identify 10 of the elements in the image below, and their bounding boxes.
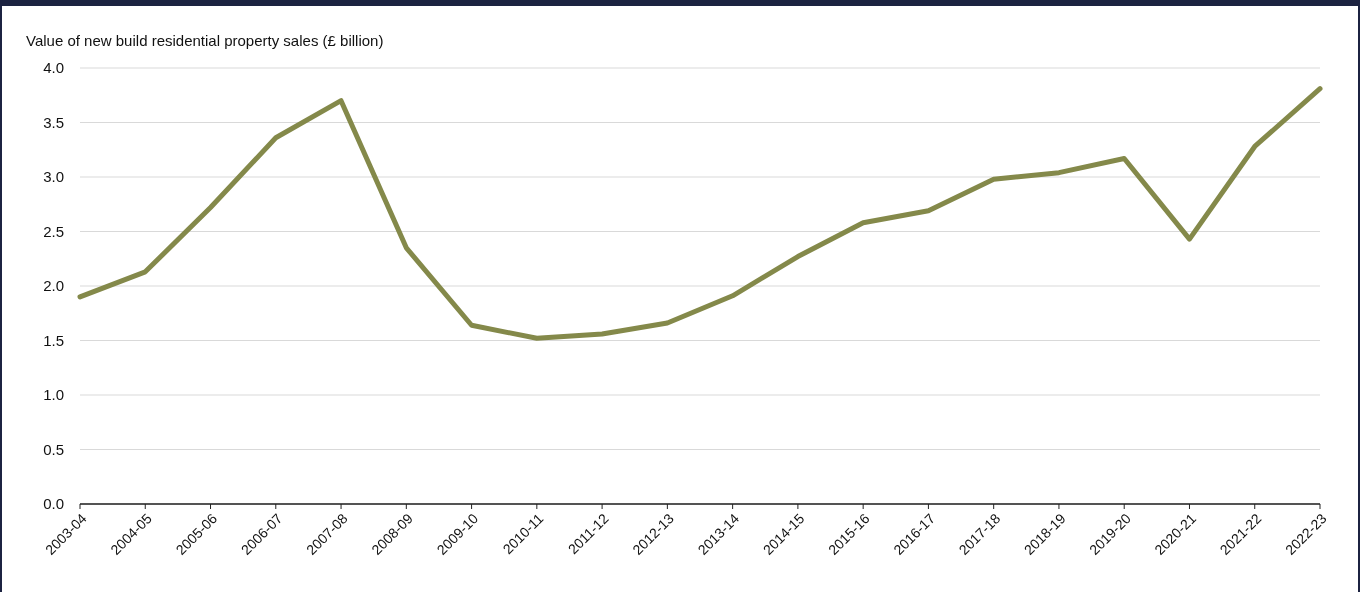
y-tick-label: 0.0 bbox=[43, 495, 64, 513]
y-tick-label: 0.5 bbox=[43, 440, 64, 458]
y-tick-label: 2.0 bbox=[43, 277, 64, 295]
y-tick-label: 4.0 bbox=[43, 59, 64, 77]
y-tick-label: 1.5 bbox=[43, 331, 64, 349]
y-tick-label: 3.0 bbox=[43, 168, 64, 186]
y-tick-label: 2.5 bbox=[43, 222, 64, 240]
y-tick-label: 3.5 bbox=[43, 113, 64, 131]
y-tick-label: 1.0 bbox=[43, 386, 64, 404]
y-axis-title: Value of new build residential property sales (£ billion) bbox=[26, 32, 384, 49]
